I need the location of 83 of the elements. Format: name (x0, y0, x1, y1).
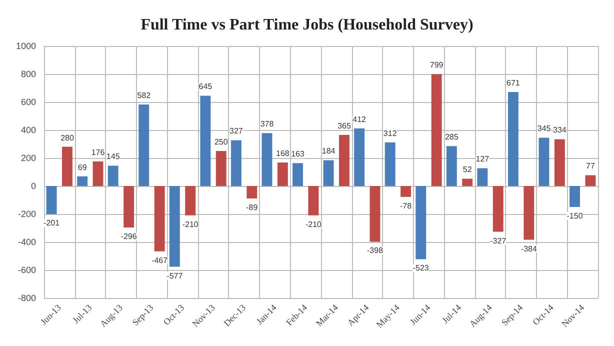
data-label: 77 (586, 162, 596, 171)
bar (62, 146, 72, 186)
bar (277, 162, 288, 186)
data-label: 184 (322, 146, 336, 156)
y-tick-label: -800 (18, 293, 36, 303)
bar (477, 168, 488, 186)
bar (570, 186, 580, 207)
data-label: -384 (520, 244, 538, 254)
data-label: -577 (166, 271, 184, 280)
bar (508, 92, 518, 186)
data-label: 312 (383, 128, 398, 138)
data-label: 327 (230, 126, 244, 136)
y-tick-label: -400 (18, 237, 36, 247)
y-tick-label: 200 (20, 153, 36, 163)
data-label: -523 (412, 264, 430, 273)
data-label: -467 (152, 256, 168, 265)
bar (585, 175, 596, 186)
y-tick-label: 600 (20, 97, 36, 107)
bar (492, 186, 504, 232)
data-label: 250 (214, 138, 228, 146)
y-tick-label: -200 (18, 209, 36, 219)
data-label: 280 (60, 133, 74, 142)
data-label: -78 (400, 201, 412, 210)
data-label: -327 (490, 236, 507, 246)
data-label: 145 (106, 152, 120, 162)
data-label: 582 (137, 91, 152, 100)
data-label: 52 (462, 165, 472, 174)
bar (124, 186, 134, 228)
bar (262, 133, 272, 186)
data-label: 69 (78, 162, 88, 172)
bar (416, 186, 426, 260)
data-label: -296 (120, 232, 138, 241)
bar (400, 186, 412, 197)
bar (354, 128, 365, 186)
data-label: -210 (182, 220, 199, 229)
bar (462, 178, 473, 186)
bar (339, 134, 350, 186)
data-label: 334 (553, 126, 567, 135)
bar (292, 163, 303, 186)
data-label: 163 (291, 150, 305, 159)
data-label: 127 (476, 154, 490, 164)
bar (230, 140, 242, 186)
bar (446, 146, 457, 186)
data-label: 412 (352, 114, 367, 124)
bar (138, 104, 150, 186)
bar (538, 138, 550, 186)
bar (46, 186, 57, 214)
bar (323, 160, 334, 186)
bar (554, 139, 565, 186)
y-tick-label: 400 (20, 125, 36, 135)
data-label: 365 (338, 121, 352, 130)
bar (308, 186, 319, 216)
data-label: 645 (198, 82, 213, 92)
data-label: -201 (44, 218, 60, 228)
data-label: 168 (276, 148, 290, 158)
data-label: 176 (91, 148, 106, 157)
bar (77, 176, 88, 186)
bar (431, 74, 442, 186)
bar (370, 186, 380, 242)
y-tick-label: 800 (20, 69, 36, 79)
y-tick-label: 0 (30, 181, 36, 191)
y-tick-label: 1000 (16, 41, 36, 51)
data-label: 285 (444, 132, 459, 142)
bar (108, 166, 118, 186)
bar (200, 96, 211, 186)
bar (154, 186, 165, 252)
y-tick-label: -600 (18, 265, 36, 275)
chart-title: Full Time vs Part Time Jobs (Household Survey) (140, 16, 474, 34)
data-label: -210 (305, 220, 322, 229)
data-label: 345 (537, 124, 552, 134)
data-label: 799 (430, 60, 444, 70)
bar (185, 186, 196, 216)
data-label: -89 (246, 202, 258, 212)
data-label: 671 (506, 78, 520, 88)
bar (246, 186, 258, 198)
bar (216, 151, 226, 186)
bar (384, 142, 396, 186)
data-label: 378 (260, 120, 274, 129)
bar (92, 161, 104, 186)
bar (524, 186, 534, 240)
data-label: -398 (367, 246, 384, 256)
bar (169, 186, 180, 267)
data-label: -150 (566, 212, 584, 220)
